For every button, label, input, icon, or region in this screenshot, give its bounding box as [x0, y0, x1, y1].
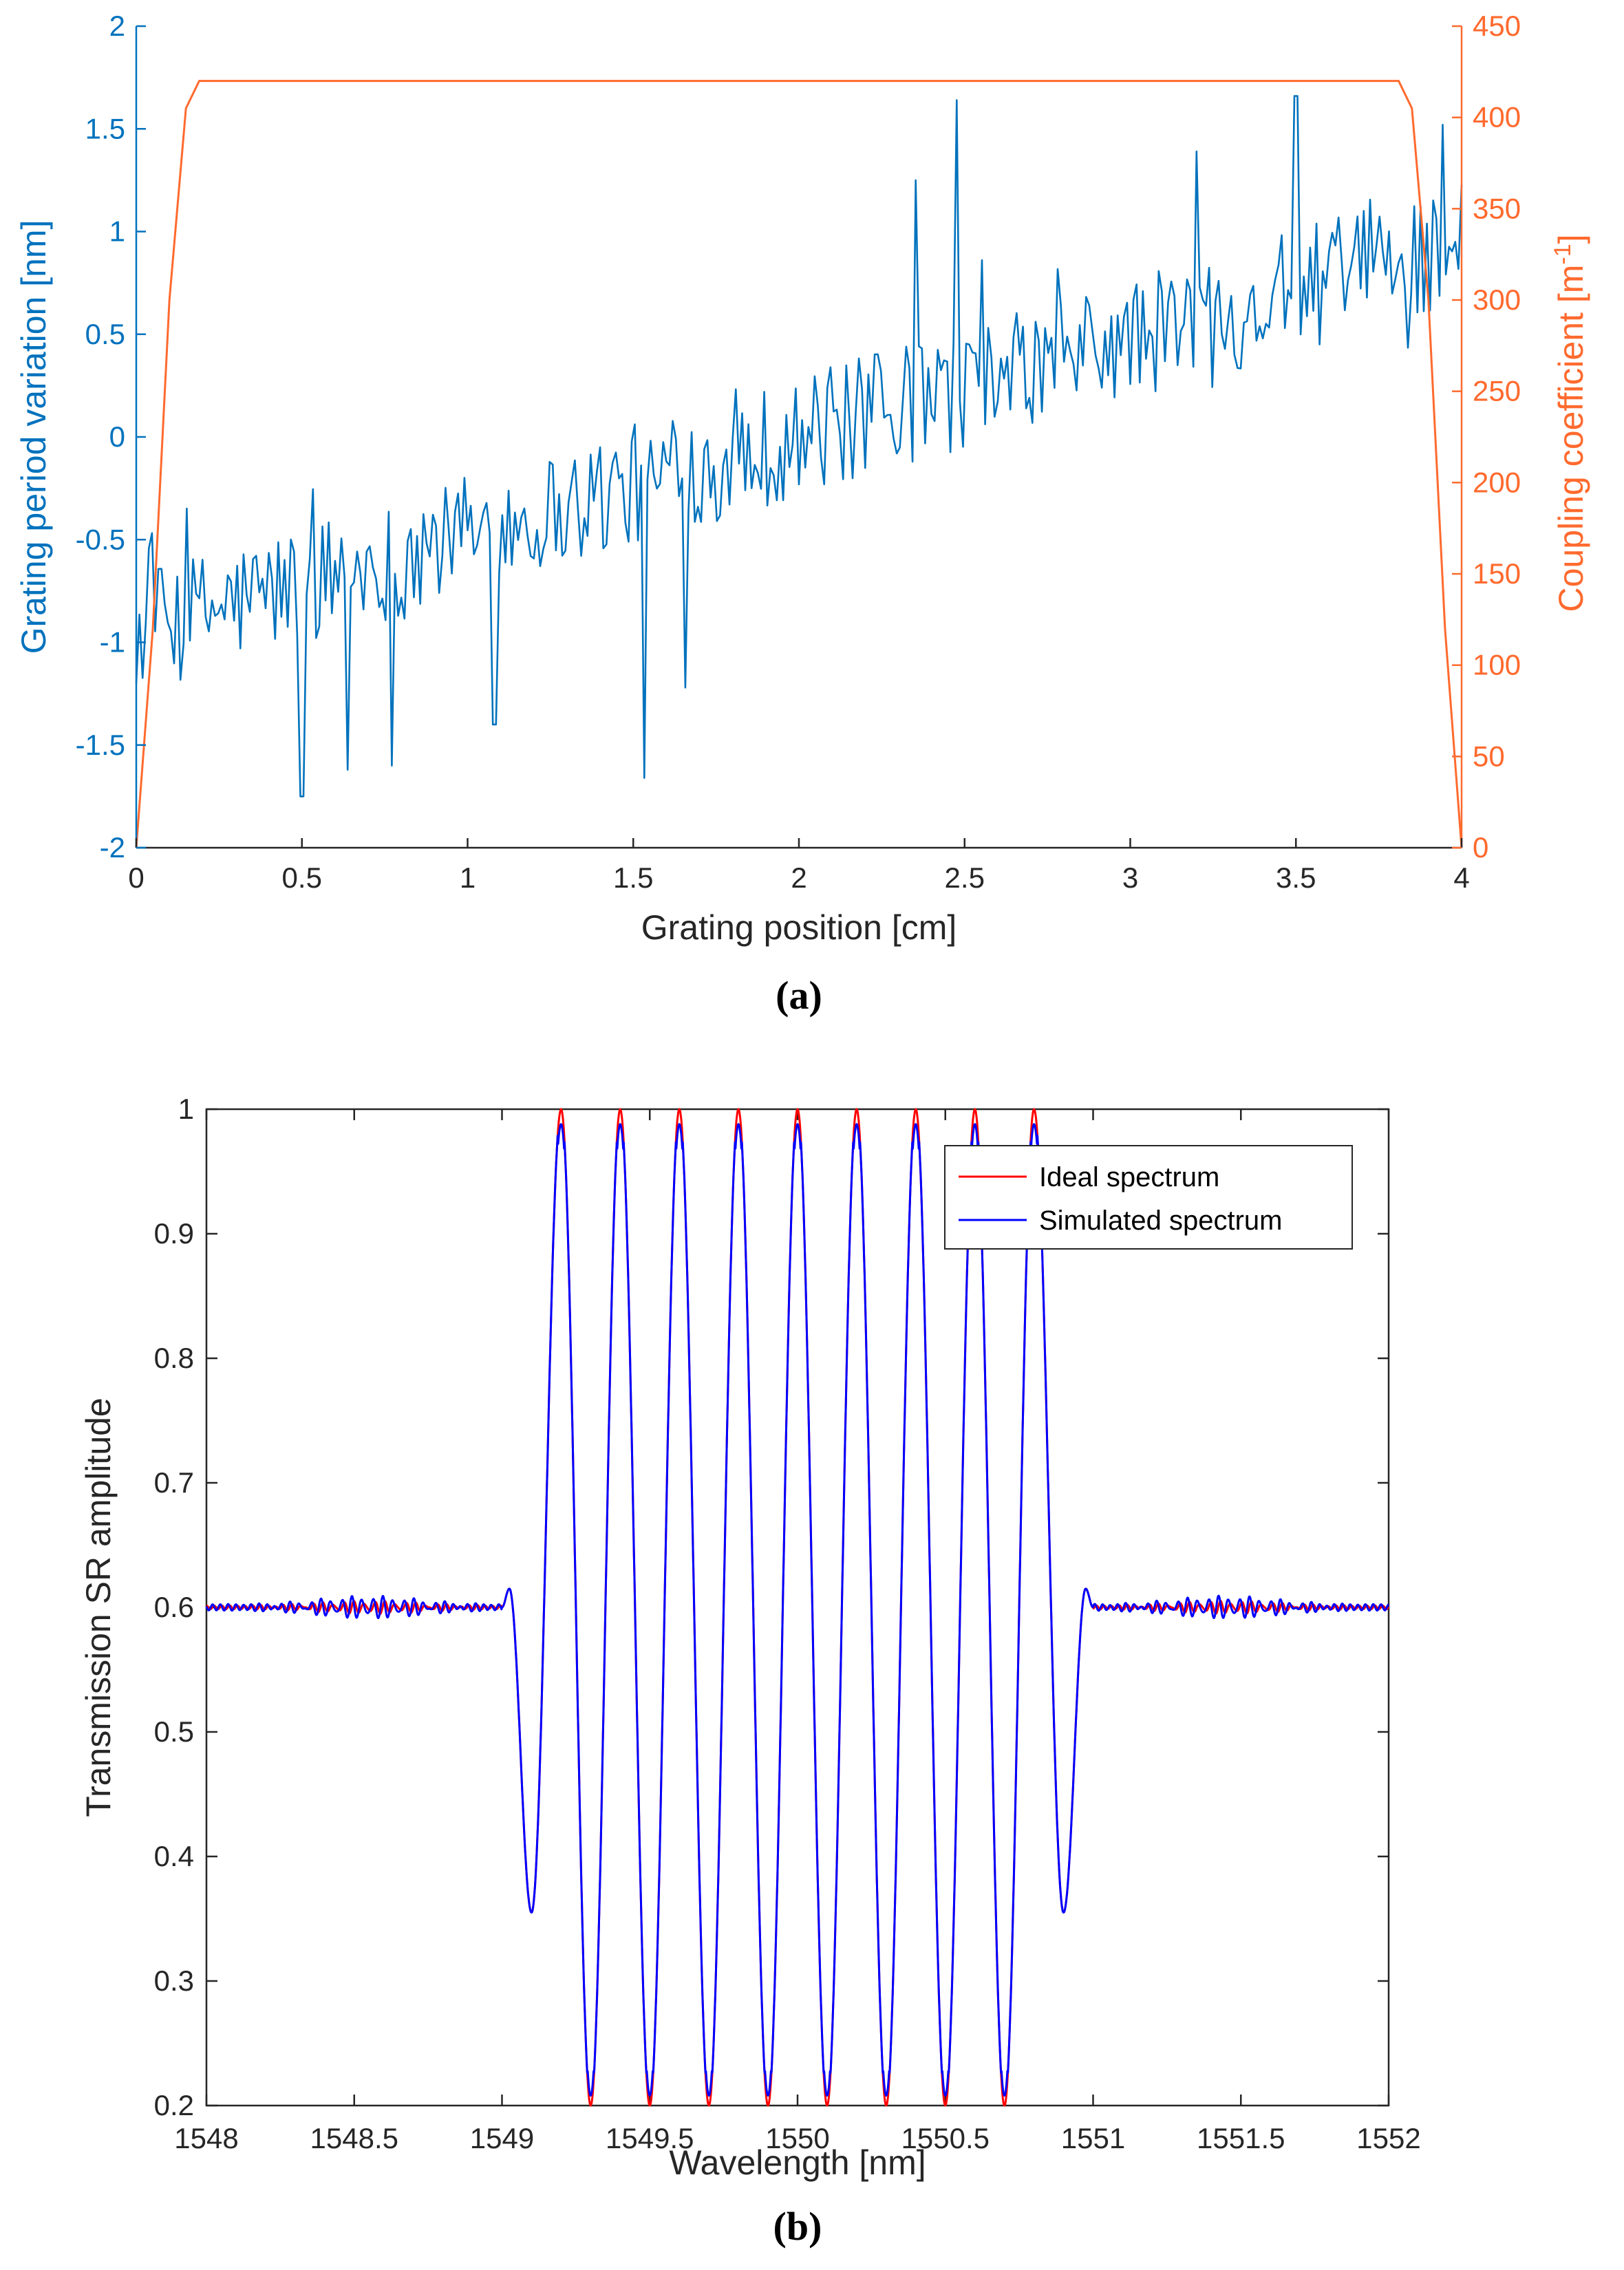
a-caption: (a)	[776, 973, 822, 1018]
a-y-left-tick-label: 1.5	[85, 112, 125, 144]
a-y-left-tick-label: 1	[109, 215, 125, 248]
a-y-right-tick-label: 400	[1473, 101, 1521, 133]
a-x-tick-label: 1	[460, 861, 476, 894]
a-y-left-axis-label: Grating period variation [nm]	[14, 220, 53, 654]
a-y-right-tick-label: 100	[1473, 649, 1521, 681]
b-legend-box	[944, 1145, 1353, 1250]
a-y-right-tick-label: 50	[1473, 740, 1505, 772]
b-x-tick-label: 1551	[1061, 2122, 1125, 2154]
a-y-right-tick-label: 250	[1473, 375, 1521, 407]
b-series-simulated-spectrum	[205, 1123, 1389, 2097]
a-y-right-tick-label: 200	[1473, 466, 1521, 498]
b-y-tick-label: 0.3	[154, 1964, 194, 1997]
a-x-tick-label: 0.5	[282, 861, 322, 894]
a-y-left-tick-label: 0	[109, 420, 125, 453]
b-legend-simulated-label: Simulated spectrum	[1039, 1206, 1282, 1236]
a-y-left-tick-label: -1	[100, 626, 125, 658]
b-y-tick-label: 0.4	[154, 1840, 194, 1872]
b-x-tick-label: 1550.5	[901, 2122, 990, 2154]
b-x-tick-label: 1549.5	[606, 2122, 694, 2154]
a-x-tick-label: 1.5	[613, 861, 653, 894]
b-legend: Ideal spectrum Simulated spectrum	[944, 1145, 1353, 1250]
a-y-right-label-prefix: Coupling coefficient [m	[1552, 265, 1590, 612]
a-x-tick-label: 3	[1122, 861, 1138, 894]
a-y-left-tick-label: -0.5	[76, 523, 125, 555]
a-series-period-variation	[135, 95, 1463, 797]
a-x-tick-label: 0	[128, 861, 144, 894]
a-y-left-tick-label: 2	[109, 10, 125, 42]
b-y-tick-label: 0.5	[154, 1715, 194, 1748]
a-y-left-tick-label: -1.5	[76, 729, 125, 761]
b-y-tick-label: 0.7	[154, 1466, 194, 1499]
a-x-tick-label: 2	[791, 861, 806, 894]
a-y-right-tick-label: 350	[1473, 192, 1521, 224]
b-legend-ideal-label: Ideal spectrum	[1039, 1162, 1219, 1192]
a-x-tick-label: 4	[1453, 861, 1469, 894]
chart-a: 0 0.5 1 1.5 2 2.5 3 3.5 4 -2-1.5-1-0.500.511.52 …	[14, 10, 1590, 1018]
chart-b: 1548 1548.5 1549 1549.5 1550 1550.5 1551 1551.5…	[79, 1093, 1421, 2249]
a-y-right-tick-label: 450	[1473, 10, 1521, 42]
a-series-coupling-coefficient	[135, 80, 1463, 848]
b-caption: (b)	[773, 2204, 822, 2249]
a-y-right-tick-label: 0	[1473, 831, 1488, 864]
a-x-axis-label: Grating position [cm]	[641, 908, 957, 947]
a-y-right-ticks: 0 50 100 150 200 250 300 350 400 450	[1452, 10, 1521, 864]
a-y-left-tick-label: 0.5	[85, 318, 125, 350]
a-y-left-ticks: -2 -1.5 -1 -0.5 0 0.5 1 1.5 2	[76, 10, 146, 864]
b-y-tick-label: 0.6	[154, 1591, 194, 1623]
b-y-tick-label: 0.2	[154, 2089, 194, 2121]
b-x-tick-label: 1550	[765, 2122, 829, 2154]
a-y-right-label-superscript: -1	[1550, 244, 1576, 264]
b-y-tick-label: 0.9	[154, 1217, 194, 1250]
b-y-ticks: 0.2 0.3 0.4 0.5 0.6 0.7 0.8 0.9 1	[154, 1093, 1389, 2121]
a-x-tick-label: 3.5	[1276, 861, 1316, 894]
a-y-right-label-suffix: ]	[1552, 234, 1590, 244]
a-y-right-tick-label: 150	[1473, 557, 1521, 590]
a-spike-markers	[302, 96, 1442, 796]
b-y-tick-label: 0.8	[154, 1342, 194, 1374]
a-y-left-tick-label: -2	[100, 831, 125, 864]
b-x-tick-label: 1548.5	[310, 2122, 398, 2154]
b-x-tick-label: 1549	[470, 2122, 534, 2154]
b-x-tick-label: 1548	[174, 2122, 238, 2154]
b-x-axis-label: Wavelength [nm]	[669, 2143, 926, 2182]
b-x-tick-label: 1552	[1356, 2122, 1420, 2154]
b-y-tick-label: 1	[178, 1093, 194, 1125]
b-series-ideal-spectrum	[206, 1108, 1390, 2107]
a-x-ticks: 0 0.5 1 1.5 2 2.5 3 3.5 4	[128, 838, 1470, 894]
a-x-tick-label: 2.5	[945, 861, 985, 894]
b-x-ticks: 1548 1548.5 1549 1549.5 1550 1550.5 1551 1551.5…	[174, 1109, 1421, 2154]
a-y-right-tick-label: 300	[1473, 283, 1521, 316]
a-y-right-axis-label: Coupling coefficient [m-1]	[1550, 234, 1590, 612]
b-y-axis-label: Transmission SR amplitude	[79, 1398, 118, 1817]
b-x-tick-label: 1551.5	[1197, 2122, 1285, 2154]
